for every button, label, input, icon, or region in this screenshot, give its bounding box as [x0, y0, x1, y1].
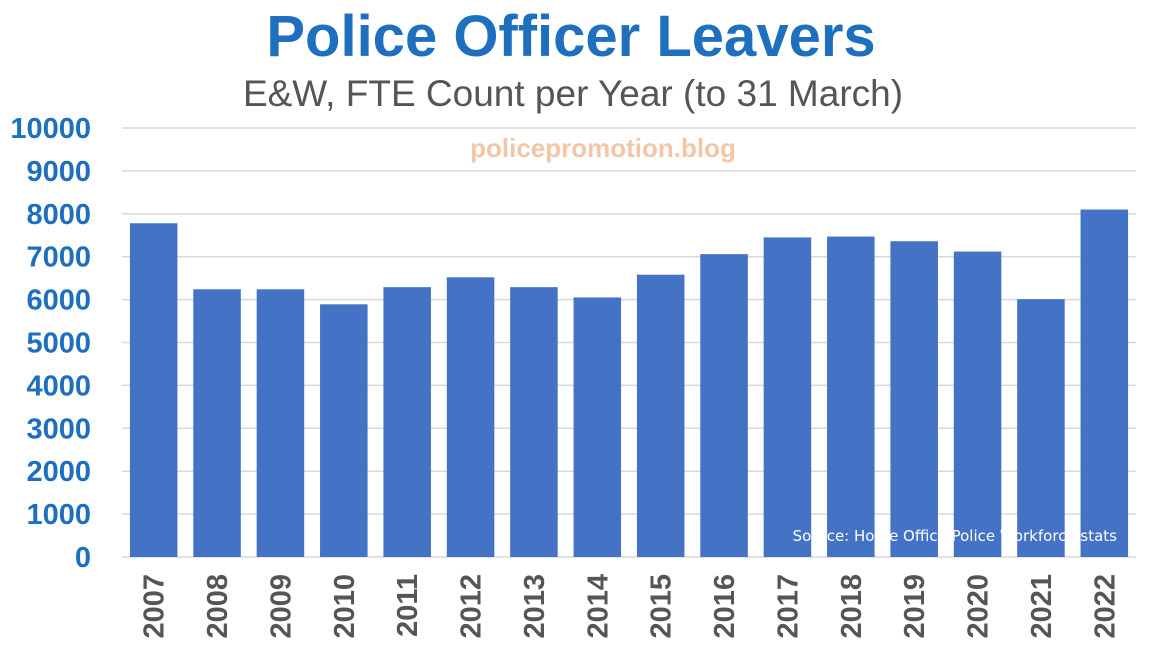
x-axis-ticks: 2007 2008 2009 2010 2011 2012 2013 2014 2015 2016…: [139, 574, 1122, 639]
y-tick-label: 8000: [26, 199, 91, 231]
bar-2019: [890, 241, 938, 558]
bar-2009: [256, 289, 305, 557]
x-tick-label: 2016: [709, 574, 741, 639]
watermark: policepromotion.blog: [470, 133, 736, 163]
y-tick-label: 1000: [26, 499, 91, 531]
x-tick-label: 2008: [202, 574, 234, 639]
bar-2022: [1080, 209, 1129, 557]
y-tick-label: 7000: [26, 242, 91, 274]
y-tick-label: 5000: [26, 328, 91, 360]
chart-title: Police Officer Leavers: [266, 4, 875, 69]
y-tick-label: 2000: [26, 456, 91, 488]
bar-2016: [700, 254, 748, 557]
x-tick-label: 2018: [836, 574, 868, 639]
x-tick-label: 2014: [582, 574, 614, 639]
bar-2021: [1017, 299, 1065, 557]
chart-subtitle: E&W, FTE Count per Year (to 31 March): [243, 73, 903, 114]
y-axis-ticks: 0 1000 2000 3000 4000 5000 6000 7000 8000 9000 100…: [10, 113, 91, 574]
bar-2012: [446, 277, 495, 557]
source-note: Source: Home Office Police Workforce sta…: [793, 527, 1118, 545]
bar-2014: [573, 297, 622, 557]
bar-2011: [383, 287, 431, 557]
bar-2010: [320, 304, 368, 557]
bar-2008: [193, 289, 241, 557]
y-tick-label: 3000: [26, 413, 91, 445]
x-tick-label: 2012: [456, 574, 488, 639]
y-tick-label: 0: [75, 542, 91, 574]
bar-2013: [510, 287, 558, 557]
y-tick-label: 4000: [26, 370, 91, 402]
y-tick-label: 9000: [26, 156, 91, 188]
bar-2007: [129, 223, 178, 557]
x-tick-label: 2022: [1089, 574, 1121, 639]
x-tick-label: 2019: [899, 574, 931, 639]
y-tick-label: 10000: [10, 113, 91, 145]
x-tick-label: 2009: [265, 574, 297, 639]
x-tick-label: 2017: [772, 574, 804, 639]
y-tick-label: 6000: [26, 285, 91, 317]
x-tick-label: 2021: [1026, 574, 1058, 639]
x-tick-label: 2011: [392, 574, 424, 637]
x-tick-label: 2020: [963, 574, 995, 639]
bar-2020: [953, 251, 1002, 557]
bar-2017: [763, 237, 812, 557]
bar-2018: [827, 236, 875, 558]
x-tick-label: 2010: [329, 574, 361, 639]
x-tick-label: 2013: [519, 574, 551, 639]
bar-2015: [636, 274, 685, 557]
x-tick-label: 2015: [646, 574, 678, 639]
bars: [129, 209, 1129, 558]
x-tick-label: 2007: [139, 574, 171, 639]
